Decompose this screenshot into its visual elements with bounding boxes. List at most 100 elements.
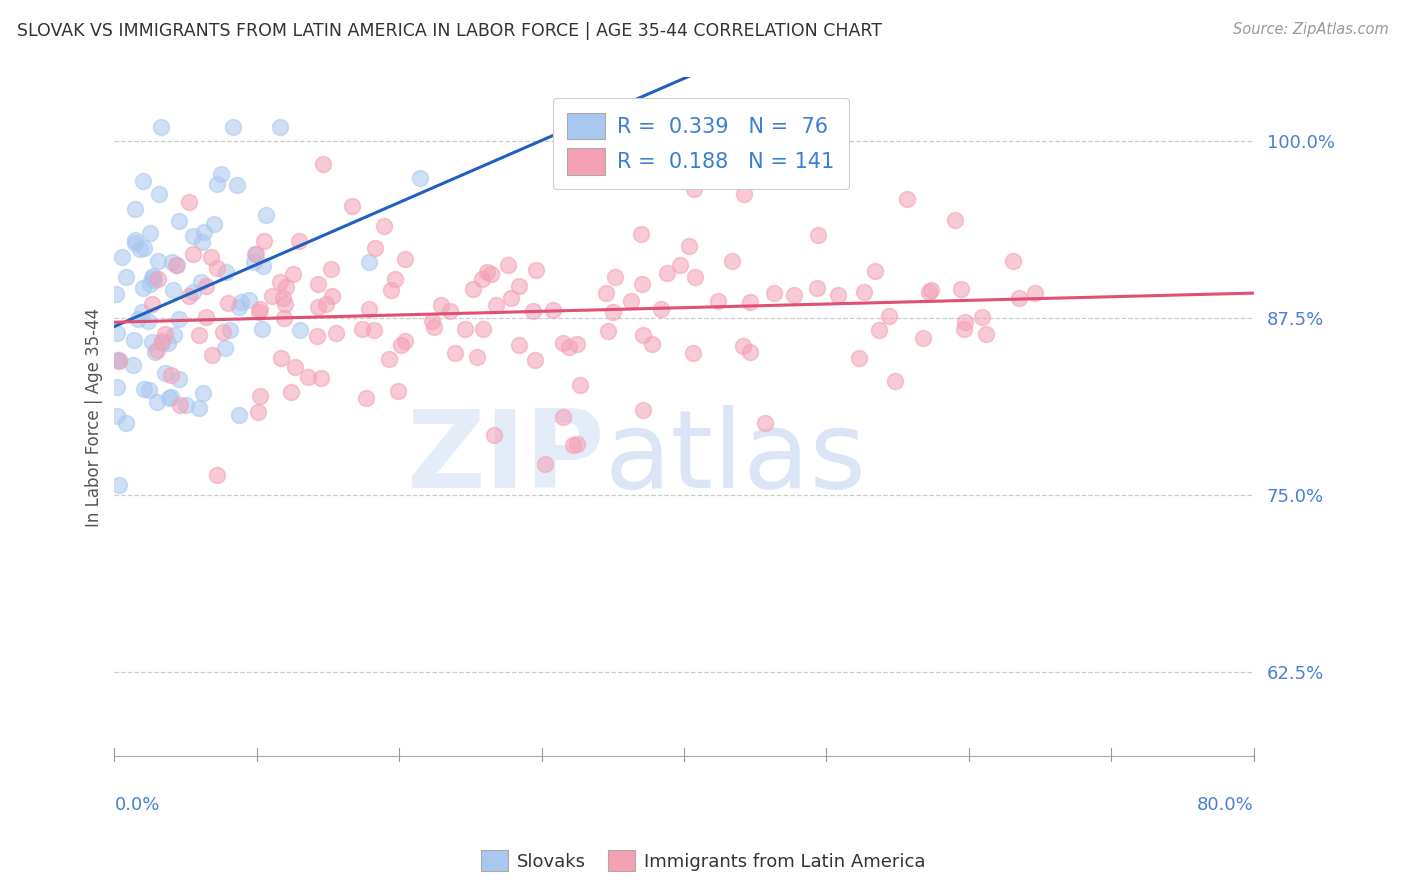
Point — [114, 269, 136, 284]
Point — [163, 327, 186, 342]
Point — [319, 262, 342, 277]
Point — [567, 336, 589, 351]
Point — [148, 187, 170, 202]
Point — [884, 374, 907, 388]
Legend: Slovaks, Immigrants from Latin America: Slovaks, Immigrants from Latin America — [474, 843, 932, 879]
Point — [217, 296, 239, 310]
Point — [124, 233, 146, 247]
Point — [191, 386, 214, 401]
Point — [911, 331, 934, 345]
Point — [1024, 285, 1046, 300]
Point — [132, 281, 155, 295]
Point — [290, 322, 312, 336]
Point — [974, 327, 997, 342]
Point — [297, 370, 319, 384]
Point — [139, 277, 162, 291]
Point — [122, 333, 145, 347]
Text: atlas: atlas — [605, 405, 866, 511]
Point — [955, 315, 977, 329]
Point — [603, 270, 626, 285]
Point — [682, 181, 704, 195]
Point — [620, 294, 643, 309]
Point — [146, 272, 169, 286]
Point — [254, 209, 277, 223]
Y-axis label: In Labor Force | Age 35-44: In Labor Force | Age 35-44 — [86, 308, 103, 526]
Point — [707, 294, 730, 309]
Point — [454, 322, 477, 336]
Point — [134, 241, 156, 255]
Point — [479, 267, 502, 281]
Point — [194, 310, 217, 324]
Point — [136, 314, 159, 328]
Point — [226, 178, 249, 192]
Point — [499, 291, 522, 305]
Point — [166, 258, 188, 272]
Point — [238, 293, 260, 307]
Point — [943, 213, 966, 227]
Point — [274, 280, 297, 294]
Point — [107, 353, 129, 368]
Point — [394, 334, 416, 349]
Point — [181, 229, 204, 244]
Point — [422, 320, 444, 334]
Point — [253, 234, 276, 248]
Point — [153, 327, 176, 342]
Point — [215, 265, 238, 279]
Point — [498, 258, 520, 272]
Point — [865, 264, 887, 278]
Point — [783, 288, 806, 302]
Point — [364, 241, 387, 255]
Point — [138, 383, 160, 397]
Point — [731, 339, 754, 353]
Point — [357, 301, 380, 316]
Point — [141, 334, 163, 349]
Point — [551, 335, 574, 350]
Point — [181, 247, 204, 261]
Point — [187, 401, 209, 416]
Point — [561, 437, 583, 451]
Point — [682, 346, 704, 360]
Point — [721, 148, 744, 162]
Point — [177, 195, 200, 210]
Point — [141, 271, 163, 285]
Point — [205, 261, 228, 276]
Point — [190, 235, 212, 250]
Point — [243, 255, 266, 269]
Point — [148, 253, 170, 268]
Point — [918, 285, 941, 300]
Point — [650, 302, 672, 317]
Point — [315, 297, 337, 311]
Point — [129, 242, 152, 256]
Point — [280, 384, 302, 399]
Point — [153, 366, 176, 380]
Point — [896, 192, 918, 206]
Point — [738, 345, 761, 359]
Point — [228, 300, 250, 314]
Point — [160, 255, 183, 269]
Point — [387, 384, 409, 398]
Point — [245, 246, 267, 260]
Point — [1008, 291, 1031, 305]
Point — [806, 281, 828, 295]
Point — [231, 294, 253, 309]
Point — [321, 288, 343, 302]
Point — [105, 326, 128, 341]
Point — [200, 250, 222, 264]
Point — [132, 174, 155, 188]
Point — [146, 343, 169, 357]
Point — [641, 337, 664, 351]
Point — [754, 416, 776, 430]
Point — [105, 287, 128, 301]
Point — [105, 380, 128, 394]
Point — [602, 305, 624, 319]
Point — [281, 267, 304, 281]
Point — [252, 259, 274, 273]
Point — [463, 282, 485, 296]
Point — [669, 258, 692, 272]
Point — [950, 282, 973, 296]
Point — [162, 283, 184, 297]
Point — [105, 409, 128, 423]
Point — [207, 467, 229, 482]
Text: Source: ZipAtlas.com: Source: ZipAtlas.com — [1233, 22, 1389, 37]
Point — [740, 295, 762, 310]
